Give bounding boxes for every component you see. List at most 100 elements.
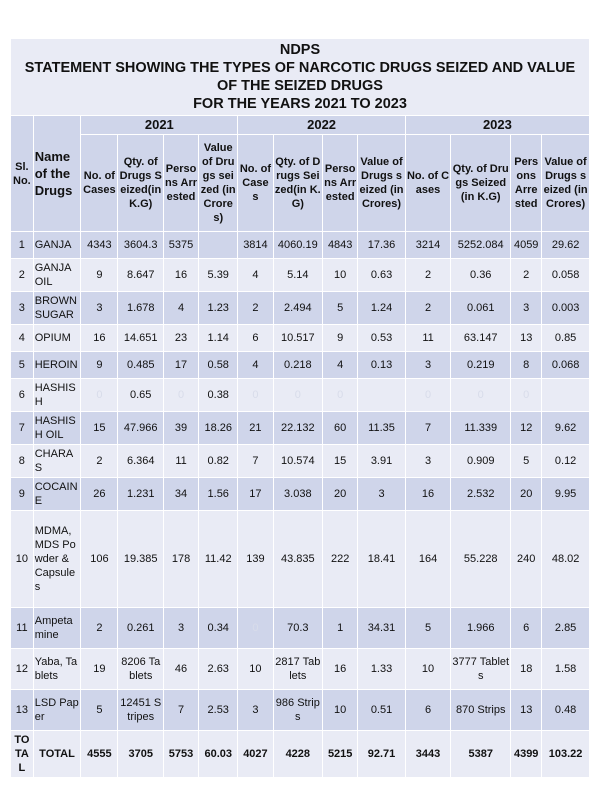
drug-name-cell: GANJA OIL [32,258,82,292]
value-cell: 6 [510,607,543,649]
value-cell: 60.03 [198,730,239,778]
value-cell: 43.835 [272,510,324,608]
sl-header: Sl. No. [10,115,34,232]
value-cell: 0.485 [117,351,164,379]
value-cell: 0 [322,378,359,412]
value-cell: 0.218 [272,351,324,379]
value-cell: 1.966 [450,607,512,649]
drug-name-cell: LSD Paper [32,689,82,731]
serial-cell: 7 [10,411,34,445]
value-cell: 222 [322,510,359,608]
value-cell: 2.63 [198,648,239,690]
value-cell: 0 [237,607,274,649]
column-header: No. of Cases [80,134,119,232]
value-cell: 0 [272,378,324,412]
value-cell: 4555 [80,730,119,778]
value-cell: 17 [237,477,274,511]
value-cell: 2 [80,444,119,478]
value-cell: 0.63 [357,258,406,292]
value-cell: 106 [80,510,119,608]
serial-cell: 4 [10,324,34,352]
value-cell: 11.42 [198,510,239,608]
value-cell: 0.058 [541,258,590,292]
drug-name-cell: Ampetamine [32,607,82,649]
value-cell: 8.647 [117,258,164,292]
value-cell: 22.132 [272,411,324,445]
value-cell: 0.51 [357,689,406,731]
value-cell: 18.41 [357,510,406,608]
value-cell: 0.53 [357,324,406,352]
title-row: NDPS STATEMENT SHOWING THE TYPES OF NARCO… [10,38,590,116]
value-cell: 8 [510,351,543,379]
value-cell: 0.65 [117,378,164,412]
serial-cell: 2 [10,258,34,292]
value-cell: 1.678 [117,291,164,325]
data-row: 11 Ampetamine 2 0.261 3 0.34 0 70.3 1 34.31 5 1.966… [10,607,590,649]
value-cell: 0.261 [117,607,164,649]
value-cell: 18.26 [198,411,239,445]
value-cell: 3705 [117,730,164,778]
value-cell: 5215 [322,730,359,778]
value-cell: 1.14 [198,324,239,352]
value-cell: 2.85 [541,607,590,649]
serial-cell: 1 [10,231,34,259]
value-cell: 9 [80,258,119,292]
empty-cell [541,378,590,412]
value-cell: 0 [162,378,200,412]
value-cell: 0.34 [198,607,239,649]
value-cell: 3 [510,291,543,325]
value-cell: 10 [322,689,359,731]
column-header: Qty. of Drugs Seized(in K.G) [450,134,512,232]
value-cell: 4060.19 [272,231,324,259]
value-cell: 3 [357,477,406,511]
value-cell: 15 [80,411,119,445]
value-cell: 0 [510,378,543,412]
value-cell: 0 [237,378,274,412]
value-cell: 10 [404,648,452,690]
column-header: No. of Cases [404,134,452,232]
value-cell: 3 [404,444,452,478]
value-cell: 47.966 [117,411,164,445]
value-cell: 55.228 [450,510,512,608]
value-cell: 2.532 [450,477,512,511]
value-cell: 15 [322,444,359,478]
value-cell: 17.36 [357,231,406,259]
value-cell: 0 [404,378,452,412]
value-cell: 11.35 [357,411,406,445]
value-cell: 6 [237,324,274,352]
value-cell: 9.62 [541,411,590,445]
value-cell: 1.56 [198,477,239,511]
value-cell: 5 [322,291,359,325]
drug-name-cell: OPIUM [32,324,82,352]
value-cell: 92.71 [357,730,406,778]
value-cell: 0.85 [541,324,590,352]
value-cell: 16 [404,477,452,511]
value-cell: 2 [237,291,274,325]
column-header: No. of Cases [237,134,274,232]
column-header: Value of Drugs seized (in Crores) [198,134,239,232]
value-cell: 19 [80,648,119,690]
year-header: 2023 [404,115,591,135]
data-row: 1 GANJA 4343 3604.3 5375 3814 4060.19 4843 17.36… [10,231,590,259]
serial-cell: 9 [10,477,34,511]
serial-cell: 5 [10,351,34,379]
value-cell: 1.23 [198,291,239,325]
value-cell: 5.39 [198,258,239,292]
value-cell: 1.24 [357,291,406,325]
value-cell: 164 [404,510,452,608]
value-cell: 10.574 [272,444,324,478]
value-cell: 4399 [510,730,543,778]
value-cell: 2 [404,258,452,292]
value-cell: 2.53 [198,689,239,731]
value-cell: 60 [322,411,359,445]
value-cell: 0.48 [541,689,590,731]
value-cell: 3443 [404,730,452,778]
value-cell: 0.061 [450,291,512,325]
value-cell: 3 [404,351,452,379]
value-cell: 5375 [162,231,200,259]
empty-cell [357,378,406,412]
column-header: Qty. of Drugs Seized(in K.G) [272,134,324,232]
year-row: Sl. No. Name of the Drugs 2021 2022 2023 [10,115,591,232]
column-header: Persons Arrested [510,134,543,232]
